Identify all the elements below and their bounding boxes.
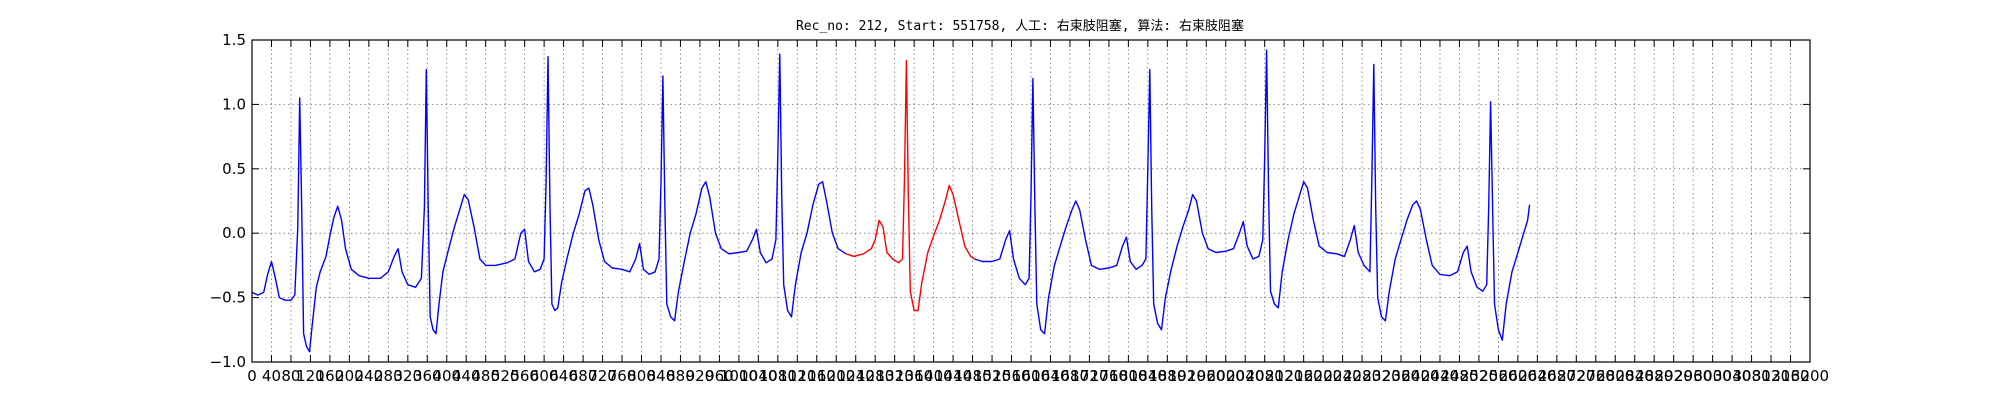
x-tick-label: 680 [569, 367, 598, 385]
x-tick-label: 2920 [1655, 367, 1693, 385]
x-tick-label: 1480 [953, 367, 991, 385]
x-tick-label: 640 [549, 367, 578, 385]
x-tick-label: 360 [413, 367, 442, 385]
x-tick-label: 2800 [1596, 367, 1634, 385]
x-tick-label: 480 [471, 367, 500, 385]
axis-ticks: −1.0−0.50.00.51.01.50 40 80120160200240280… [210, 31, 1830, 385]
ecg-segment-2 [845, 59, 975, 312]
x-tick-label: 3080 [1732, 367, 1770, 385]
x-tick-label: 1640 [1031, 367, 1069, 385]
x-tick-label: 800 [627, 367, 656, 385]
x-tick-label: 840 [647, 367, 676, 385]
x-tick-label: 600 [530, 367, 559, 385]
y-tick-label: 1.5 [222, 31, 246, 49]
x-tick-label: 1160 [798, 367, 836, 385]
x-tick-label: 760 [608, 367, 637, 385]
x-tick-label: 1040 [739, 367, 777, 385]
y-tick-label: 0.0 [222, 224, 246, 242]
x-tick-label: 2200 [1304, 367, 1342, 385]
x-tick-label: 2560 [1479, 367, 1517, 385]
x-tick-label: 560 [510, 367, 539, 385]
x-tick-label: 1080 [759, 367, 797, 385]
x-tick-label: 280 [374, 367, 403, 385]
x-tick-label: 2680 [1538, 367, 1576, 385]
y-tick-label: 0.5 [222, 160, 246, 178]
x-tick-label: 1760 [1090, 367, 1128, 385]
x-tick-label: 3160 [1771, 367, 1809, 385]
x-tick-label: 40 [262, 367, 281, 385]
x-tick-label: 2160 [1285, 367, 1323, 385]
x-tick-label: 2880 [1635, 367, 1673, 385]
x-tick-label: 2080 [1246, 367, 1284, 385]
x-tick-label: 920 [686, 367, 715, 385]
x-tick-label: 2280 [1343, 367, 1381, 385]
x-tick-label: 440 [452, 367, 481, 385]
x-tick-label: 3040 [1713, 367, 1751, 385]
x-tick-label: 2240 [1324, 367, 1362, 385]
x-tick-label: 2520 [1460, 367, 1498, 385]
x-tick-label: 1400 [915, 367, 953, 385]
x-tick-label: 1120 [778, 367, 816, 385]
x-tick-label: 1360 [895, 367, 933, 385]
x-tick-label: 2440 [1421, 367, 1459, 385]
x-tick-label: 1240 [837, 367, 875, 385]
plot-frame [251, 39, 1811, 363]
x-tick-label: 1560 [992, 367, 1030, 385]
ecg-segment-3 [974, 49, 1531, 341]
ecg-segment-1 [251, 53, 847, 353]
x-tick-label: 960 [705, 367, 734, 385]
x-tick-label: 2840 [1616, 367, 1654, 385]
x-tick-label: 2360 [1382, 367, 1420, 385]
x-tick-label: 320 [393, 367, 422, 385]
x-tick-label: 1680 [1051, 367, 1089, 385]
x-tick-label: 240 [355, 367, 384, 385]
y-tick-label: 1.0 [222, 95, 246, 113]
chart-title: Rec_no: 212, Start: 551758, 人工: 右束肢阻塞, 算… [796, 18, 1244, 34]
x-tick-label: 2480 [1440, 367, 1478, 385]
x-tick-label: 2720 [1557, 367, 1595, 385]
x-tick-label: 2760 [1577, 367, 1615, 385]
x-tick-label: 720 [588, 367, 617, 385]
x-tick-label: 1440 [934, 367, 972, 385]
x-tick-label: 880 [666, 367, 695, 385]
x-tick-label: 1320 [876, 367, 914, 385]
x-tick-label: 2000 [1207, 367, 1245, 385]
y-tick-label: −0.5 [210, 289, 246, 307]
ecg-signal [251, 49, 1531, 353]
x-tick-label: 80 [281, 367, 300, 385]
x-tick-label: 160 [316, 367, 345, 385]
x-tick-label: 1800 [1109, 367, 1147, 385]
x-tick-label: 400 [432, 367, 461, 385]
x-tick-label: 1880 [1148, 367, 1186, 385]
x-tick-label: 1600 [1012, 367, 1050, 385]
x-tick-label: 1960 [1187, 367, 1225, 385]
x-tick-label: 1720 [1070, 367, 1108, 385]
x-tick-label: 3120 [1752, 367, 1790, 385]
x-tick-label: 1520 [973, 367, 1011, 385]
x-tick-label: 0 [247, 367, 257, 385]
x-tick-label: 2960 [1674, 367, 1712, 385]
x-tick-label: 2040 [1226, 367, 1264, 385]
x-tick-label: 1280 [856, 367, 894, 385]
x-tick-label: 2400 [1401, 367, 1439, 385]
x-tick-label: 2120 [1265, 367, 1303, 385]
x-tick-label: 1840 [1129, 367, 1167, 385]
x-tick-label: 1920 [1168, 367, 1206, 385]
x-tick-label: 1000 [720, 367, 758, 385]
x-tick-label: 2320 [1362, 367, 1400, 385]
x-tick-label: 1200 [817, 367, 855, 385]
y-tick-label: −1.0 [210, 353, 246, 371]
x-tick-label: 2600 [1499, 367, 1537, 385]
x-tick-label: 520 [491, 367, 520, 385]
x-tick-label: 2640 [1518, 367, 1556, 385]
x-tick-label: 3200 [1791, 367, 1829, 385]
x-tick-label: 200 [335, 367, 364, 385]
x-tick-label: 120 [296, 367, 325, 385]
x-tick-label: 3000 [1694, 367, 1732, 385]
